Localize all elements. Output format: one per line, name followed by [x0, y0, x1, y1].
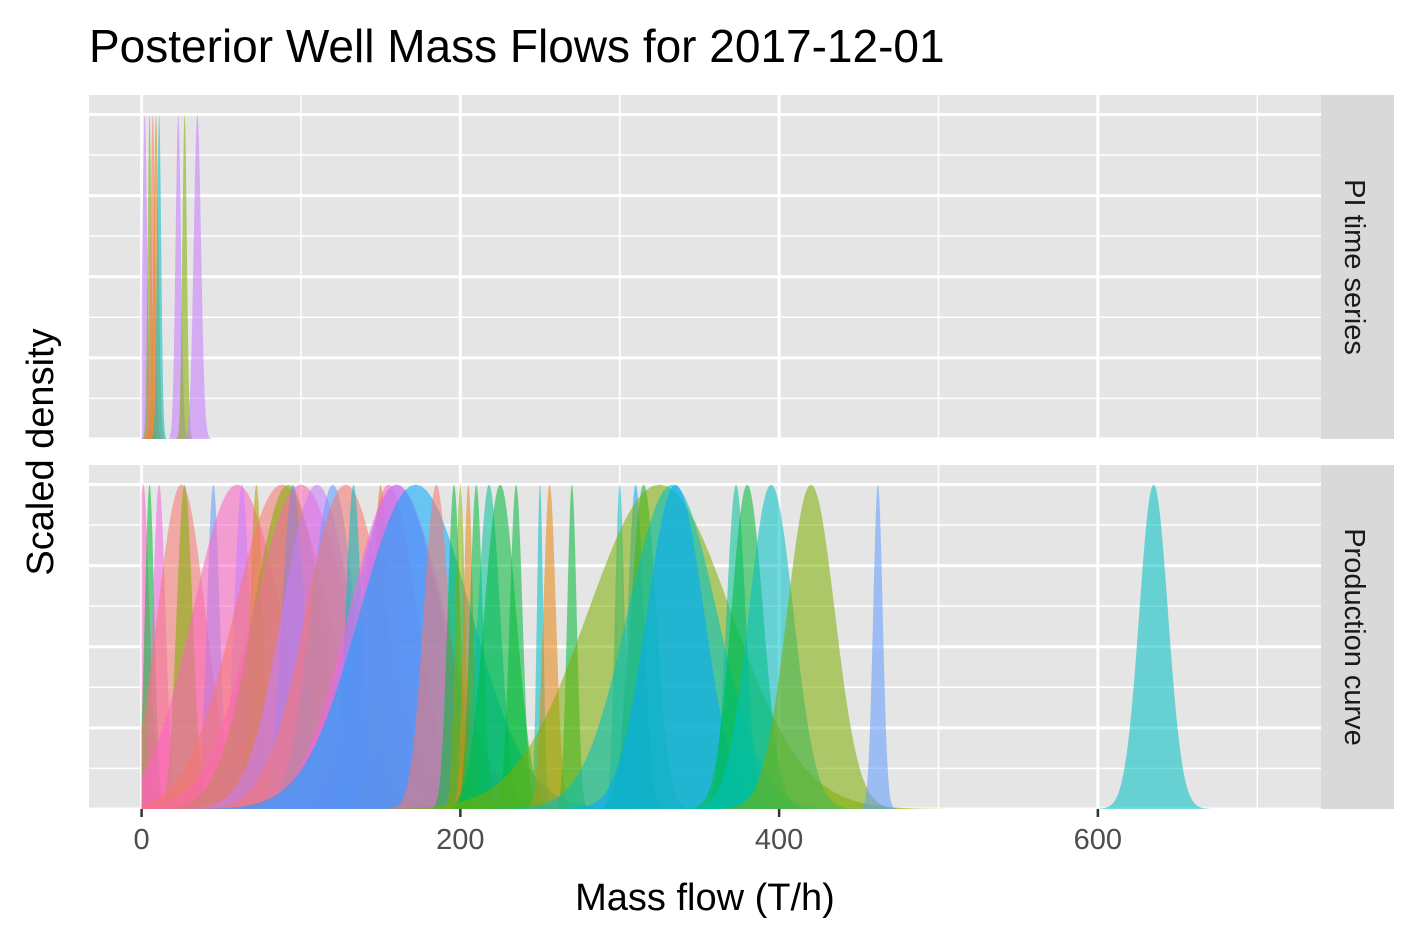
- density-curve-production-28: [436, 484, 564, 809]
- density-curve-production-24: [441, 484, 480, 809]
- density-curve-production-42: [715, 484, 907, 809]
- strip-top-label: PI time series: [1338, 179, 1370, 355]
- y-axis-title: Scaled density: [20, 328, 62, 575]
- density-curve-pi-4: [150, 114, 168, 439]
- density-curve-pi-7: [182, 114, 213, 439]
- density-curve-production-25: [449, 484, 488, 809]
- density-curve-pi-1: [141, 114, 158, 439]
- density-curve-production-44: [1096, 484, 1212, 809]
- x-axis: 0 200 400 600: [134, 809, 1122, 856]
- chart-title: Posterior Well Mass Flows for 2017-12-01: [89, 20, 945, 72]
- strip-bottom-label: Production curve: [1338, 528, 1370, 746]
- density-curve-production-41: [681, 484, 861, 809]
- density-curve-production-38: [560, 484, 791, 809]
- strip-bottom: [1321, 465, 1394, 809]
- density-curve-production-30: [527, 484, 553, 809]
- density-curve-production-43: [858, 484, 898, 809]
- density-curve-production-22: [385, 484, 488, 809]
- strip-top: [1321, 95, 1394, 439]
- panel-bottom-densities: [141, 484, 1212, 809]
- density-curve-production-4: [152, 484, 217, 809]
- density-curve-pi-2: [143, 114, 163, 439]
- density-curve-pi-6: [175, 114, 194, 439]
- x-tick-label: 400: [755, 824, 803, 856]
- panel-top-densities: [141, 114, 213, 439]
- panel-top: PI time series: [89, 95, 1394, 441]
- density-curve-production-29: [490, 484, 542, 809]
- density-curve-pi-5: [167, 114, 190, 439]
- x-tick-label: 600: [1074, 824, 1122, 856]
- density-curve-production-31: [524, 484, 576, 809]
- density-curve-pi-3: [145, 114, 167, 439]
- panel-bottom: Production curve: [89, 465, 1394, 811]
- x-axis-title: Mass flow (T/h): [575, 877, 835, 919]
- density-curve-pi-0: [141, 114, 155, 439]
- density-curve-production-23: [428, 484, 480, 809]
- density-curve-production-21: [192, 484, 639, 809]
- x-tick-label: 200: [436, 824, 484, 856]
- density-curve-production-32: [552, 484, 592, 809]
- x-tick-label: 0: [134, 824, 150, 856]
- panel-top-background: [89, 95, 1321, 439]
- panel-top-grid: [89, 95, 1321, 441]
